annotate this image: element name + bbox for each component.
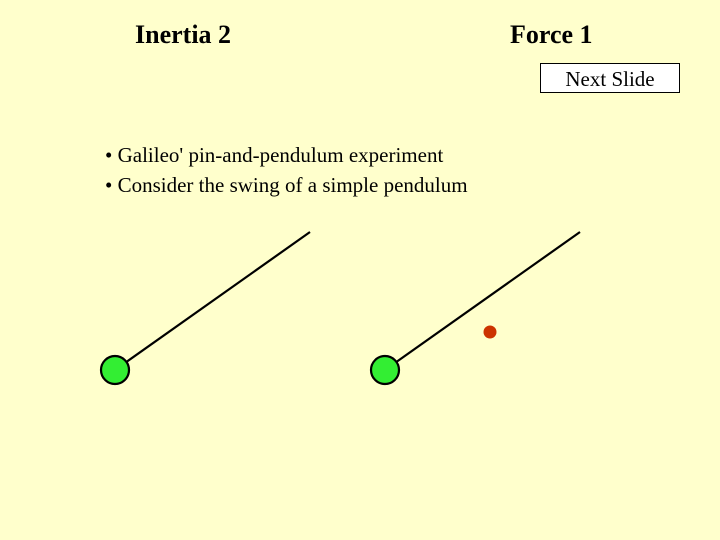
- slide: Inertia 2 Force 1 Next Slide • Galileo' …: [0, 0, 720, 540]
- pendulum-bob: [101, 356, 129, 384]
- title-force: Force 1: [510, 20, 593, 50]
- pendulum-bob: [371, 356, 399, 384]
- bullet-list: • Galileo' pin-and-pendulum experiment •…: [105, 140, 468, 200]
- bullet-item: • Consider the swing of a simple pendulu…: [105, 170, 468, 200]
- pendulum-string: [385, 232, 580, 370]
- pin-dot: [484, 326, 497, 339]
- title-inertia: Inertia 2: [135, 20, 231, 50]
- pendulum-string: [115, 232, 310, 370]
- next-slide-button[interactable]: Next Slide: [540, 63, 680, 93]
- bullet-item: • Galileo' pin-and-pendulum experiment: [105, 140, 468, 170]
